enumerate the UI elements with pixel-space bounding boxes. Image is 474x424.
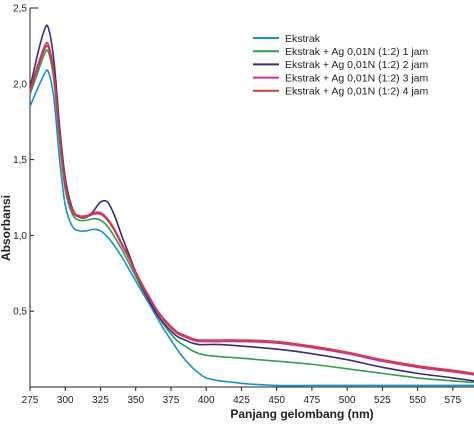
x-tick-label: 525 — [374, 395, 391, 406]
legend-label: Ekstrak + Ag 0,01N (1:2) 1 jam — [285, 46, 429, 58]
y-axis-title: Absorbansi — [0, 195, 13, 261]
x-tick-label: 450 — [268, 395, 285, 406]
x-tick-label: 350 — [127, 395, 144, 406]
legend-label: Ekstrak — [285, 33, 321, 45]
x-tick-label: 375 — [163, 395, 180, 406]
x-tick-label: 550 — [409, 395, 426, 406]
y-tick-label: 2,5 — [13, 4, 27, 15]
x-axis-title: Panjang gelombang (nm) — [230, 407, 373, 421]
x-tick-label: 500 — [339, 395, 356, 406]
y-tick-label: 1,0 — [13, 231, 27, 242]
series-line-1 — [29, 69, 474, 387]
series-line-2 — [29, 49, 474, 384]
legend-label: Ekstrak + Ag 0,01N (1:2) 3 jam — [285, 72, 429, 84]
series-line-5 — [29, 41, 474, 375]
legend-label: Ekstrak + Ag 0,01N (1:2) 2 jam — [285, 59, 429, 71]
x-tick-label: 425 — [233, 395, 250, 406]
x-tick-label: 475 — [304, 395, 321, 406]
x-tick-label: 275 — [22, 395, 39, 406]
x-tick-label: 325 — [92, 395, 109, 406]
x-tick-label: 575 — [445, 395, 462, 406]
y-tick-label: 1,5 — [13, 155, 27, 166]
series — [29, 24, 474, 387]
y-tick-label: 0,5 — [13, 307, 27, 318]
x-tick-label: 400 — [198, 395, 215, 406]
legend-label: Ekstrak + Ag 0,01N (1:2) 4 jam — [285, 86, 429, 98]
x-tick-label: 300 — [57, 395, 74, 406]
y-tick-label: 2,0 — [13, 79, 27, 90]
ticks: 275 300 325 350 375 400 425 450 475 500 525 550 575 0… — [13, 4, 462, 407]
